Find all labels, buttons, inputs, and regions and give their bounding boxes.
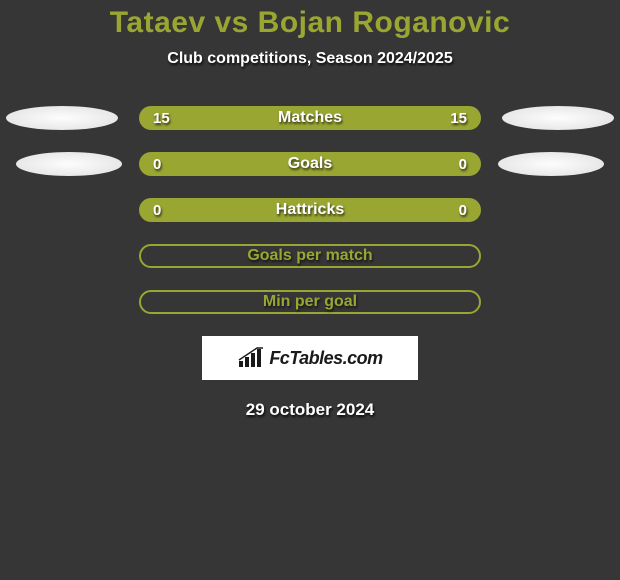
player-left-marker xyxy=(16,152,122,176)
stat-row: Min per goal xyxy=(0,290,620,314)
stat-row: 0 Goals 0 xyxy=(0,152,620,176)
stat-label: Goals xyxy=(288,155,332,173)
stat-value-left: 0 xyxy=(153,156,181,173)
stat-bar-hattricks: 0 Hattricks 0 xyxy=(139,198,481,222)
stat-value-left: 15 xyxy=(153,110,181,127)
chart-icon xyxy=(237,347,265,369)
player-right-marker xyxy=(498,152,604,176)
stat-label: Goals per match xyxy=(247,247,372,265)
stat-row: Goals per match xyxy=(0,244,620,268)
stat-value-right: 15 xyxy=(439,110,467,127)
stat-bar-min-per-goal: Min per goal xyxy=(139,290,481,314)
date-label: 29 october 2024 xyxy=(0,400,620,420)
stat-value-left: 0 xyxy=(153,202,181,219)
stat-bar-goals: 0 Goals 0 xyxy=(139,152,481,176)
player-left-marker xyxy=(6,106,118,130)
stat-label: Matches xyxy=(278,109,342,127)
source-logo: FcTables.com xyxy=(202,336,418,380)
stat-row: 0 Hattricks 0 xyxy=(0,198,620,222)
stat-row: 15 Matches 15 xyxy=(0,106,620,130)
stat-value-right: 0 xyxy=(439,156,467,173)
stat-label: Min per goal xyxy=(263,293,357,311)
comparison-infographic: Tataev vs Bojan Roganovic Club competiti… xyxy=(0,0,620,420)
stat-bar-goals-per-match: Goals per match xyxy=(139,244,481,268)
source-logo-text: FcTables.com xyxy=(269,348,382,369)
player-right-marker xyxy=(502,106,614,130)
page-title: Tataev vs Bojan Roganovic xyxy=(0,6,620,40)
stat-label: Hattricks xyxy=(276,201,344,219)
stat-value-right: 0 xyxy=(439,202,467,219)
stat-bar-matches: 15 Matches 15 xyxy=(139,106,481,130)
stat-rows: 15 Matches 15 0 Goals 0 0 Hattricks 0 xyxy=(0,106,620,314)
subtitle: Club competitions, Season 2024/2025 xyxy=(0,50,620,68)
